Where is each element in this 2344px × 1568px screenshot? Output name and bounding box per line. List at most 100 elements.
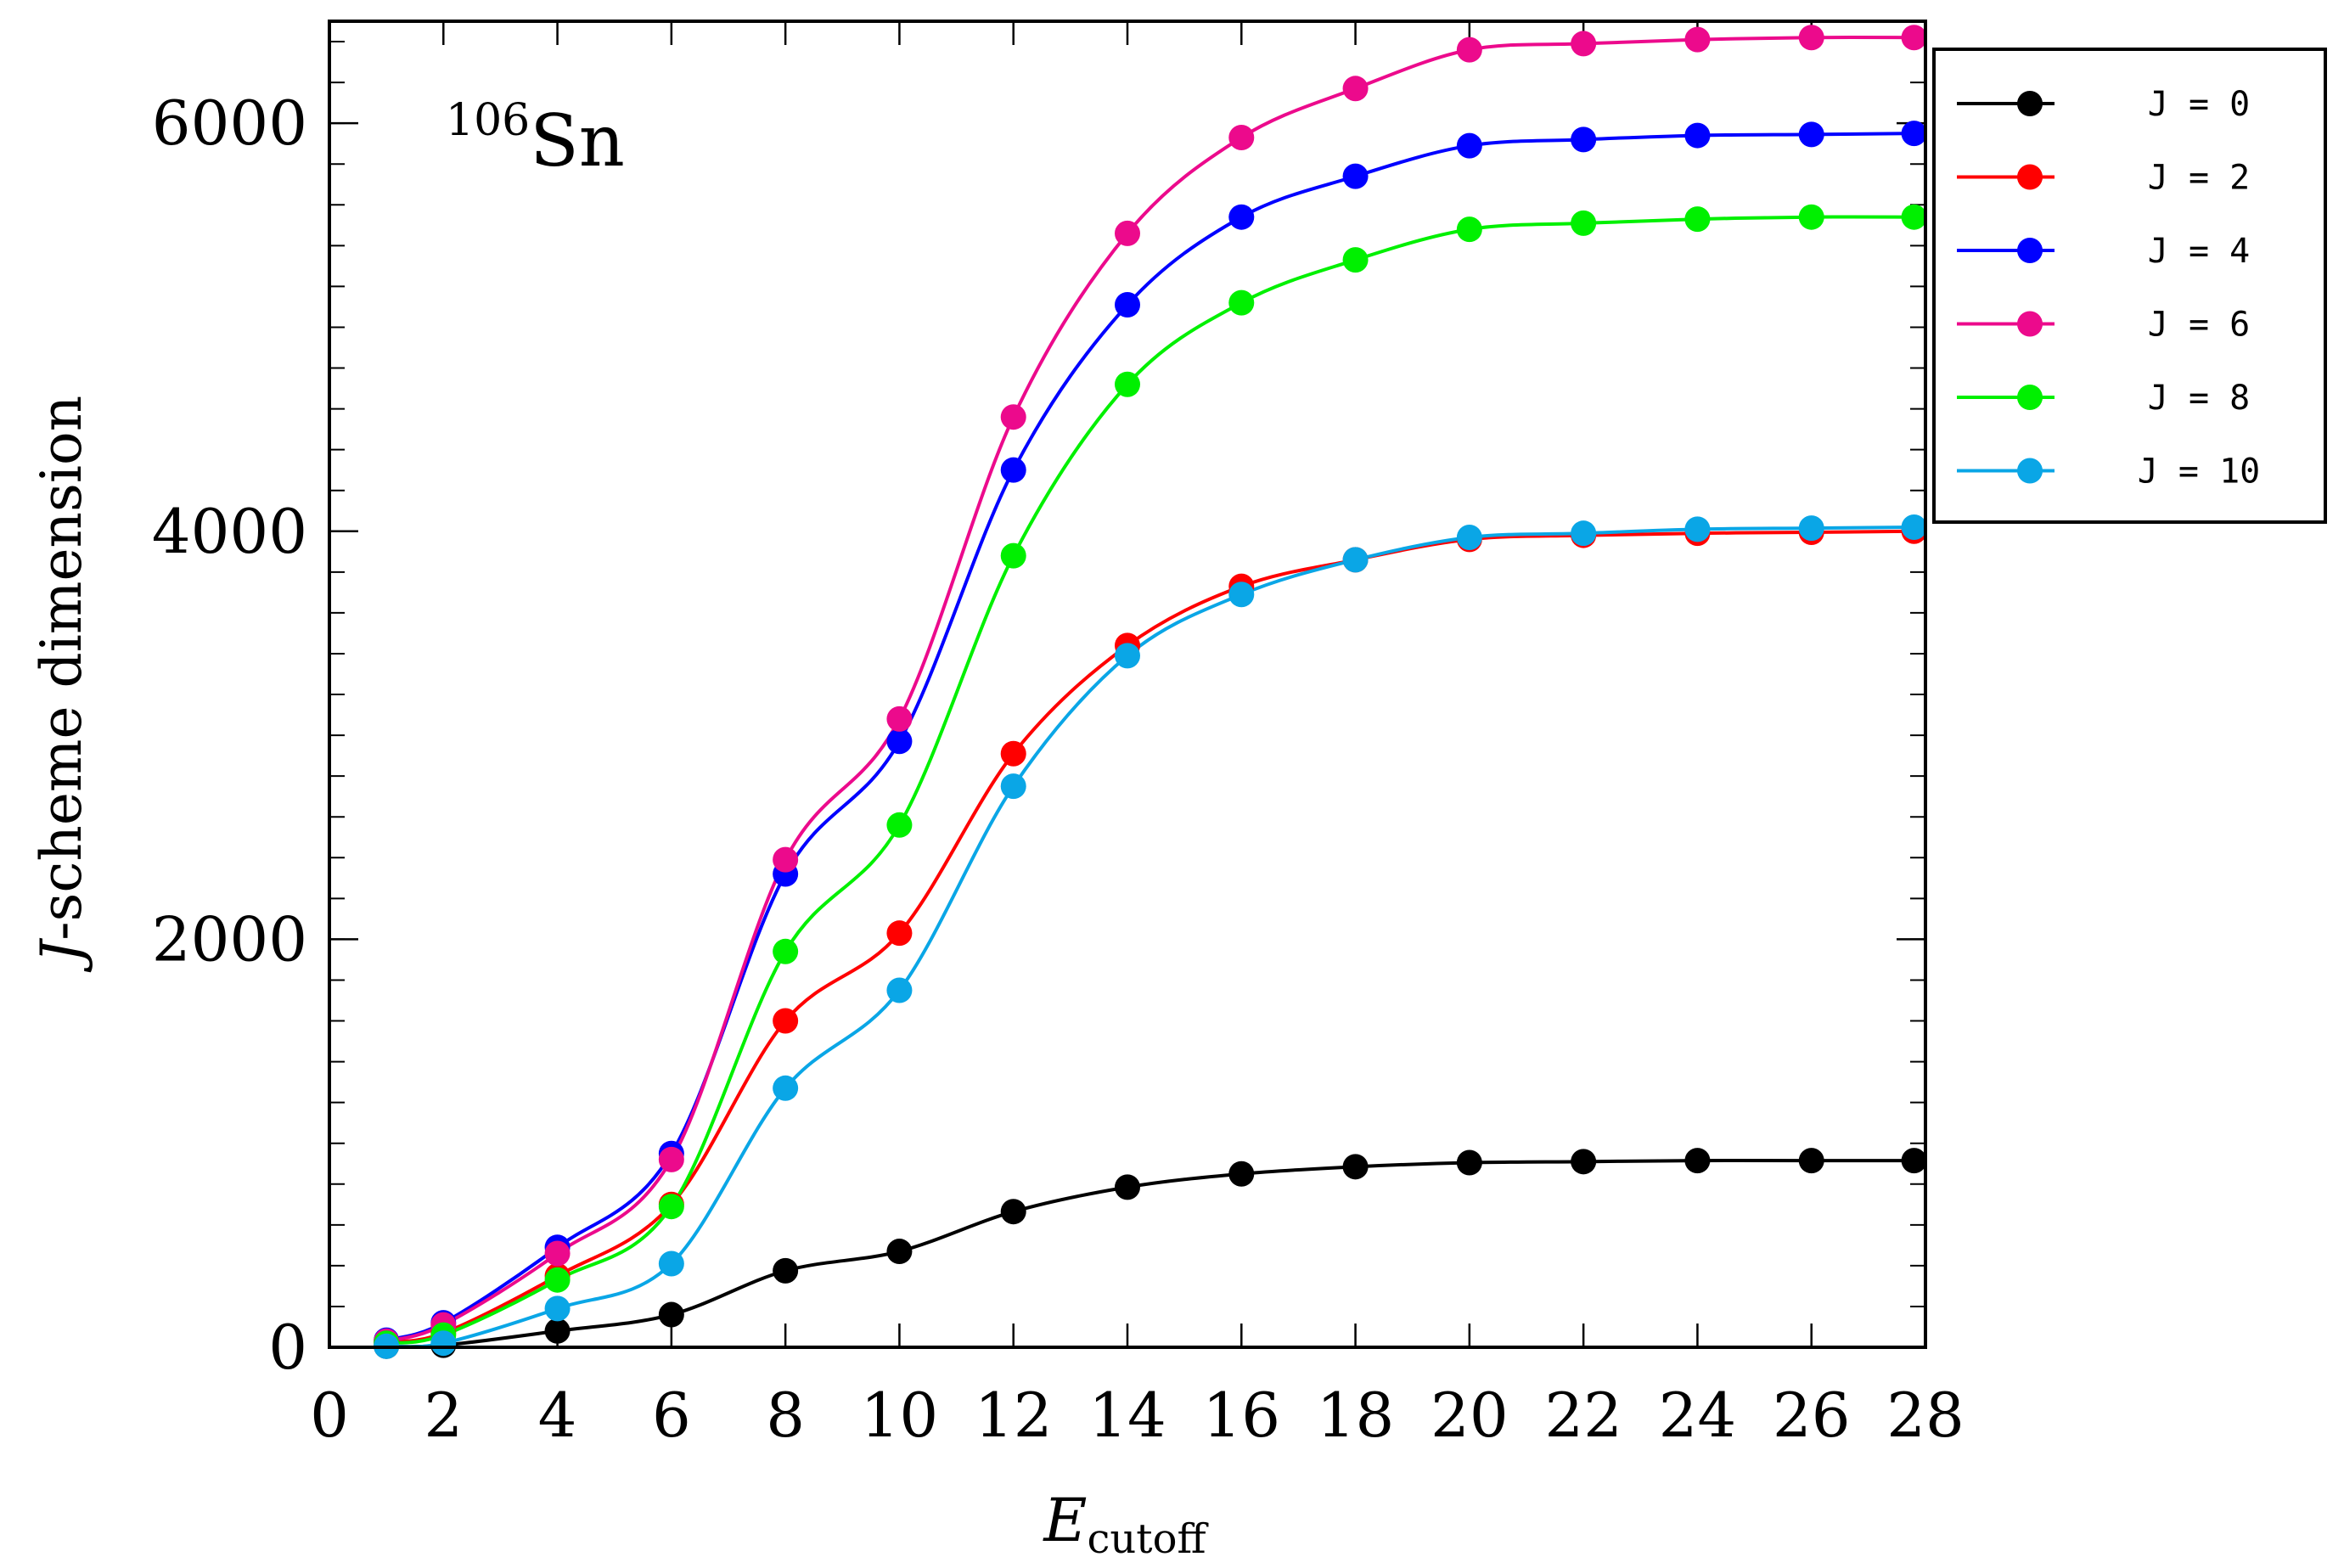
data-point: [1000, 404, 1026, 430]
data-point: [1228, 204, 1255, 230]
x-tick-label: 16: [1202, 1380, 1280, 1451]
data-point: [1798, 1148, 1824, 1174]
x-tick-label: 22: [1544, 1380, 1622, 1451]
legend: J = 0 J = 2 J = 4 J = 6 J = 8 J = 10: [1932, 48, 2327, 524]
data-point: [1901, 514, 1927, 540]
series-points: [374, 25, 1927, 1359]
series-line-4: [385, 215, 1914, 1346]
y-axis-title-rest: -scheme dimension: [29, 396, 94, 941]
data-point: [1115, 220, 1140, 246]
x-tick-label: 0: [310, 1380, 349, 1451]
data-point: [1684, 122, 1711, 149]
plot-frame: [328, 20, 1927, 1349]
element-symbol: Sn: [530, 99, 625, 183]
x-tick-label: 28: [1886, 1380, 1965, 1451]
x-tick-label: 20: [1431, 1380, 1509, 1451]
data-point: [773, 846, 799, 873]
data-point: [544, 1267, 571, 1293]
data-point: [1000, 457, 1026, 483]
data-point: [1342, 76, 1369, 102]
x-tick-label: 26: [1773, 1380, 1851, 1451]
legend-marker: [2017, 238, 2043, 263]
data-point: [1456, 216, 1482, 243]
data-point: [1684, 26, 1711, 53]
series-points-0: [374, 1148, 1927, 1359]
nucleus-annotation: 106Sn: [446, 95, 625, 183]
data-point: [1901, 121, 1927, 147]
mass-number: 106: [446, 95, 530, 146]
data-point: [1456, 1149, 1482, 1176]
data-point: [886, 812, 913, 838]
series-line-1: [385, 529, 1914, 1344]
data-point: [1798, 515, 1824, 542]
data-point: [1684, 1148, 1711, 1174]
legend-marker: [2017, 458, 2043, 484]
data-point: [1000, 1199, 1026, 1225]
x-axis-title-main: E: [1042, 1486, 1087, 1555]
data-point: [1798, 204, 1824, 230]
x-tick-label: 12: [975, 1380, 1053, 1451]
data-point: [658, 1194, 684, 1220]
legend-marker: [2017, 164, 2043, 190]
y-tick-labels: 0 2000 4000 6000: [152, 87, 307, 1383]
series-line-5: [386, 525, 1914, 1349]
data-point: [1684, 516, 1711, 542]
data-point: [1000, 542, 1026, 569]
legend-label: J = 6: [2148, 306, 2250, 345]
data-point: [1684, 206, 1711, 233]
y-axis-title: J-scheme dimension: [29, 396, 94, 974]
data-point: [1228, 1161, 1255, 1187]
data-point: [773, 1257, 799, 1284]
series-line-2: [385, 132, 1914, 1342]
data-point: [886, 705, 913, 732]
legend-marker: [2017, 91, 2043, 116]
series-line-3: [385, 36, 1914, 1343]
legend-box: [1932, 48, 2327, 524]
x-tick-label: 6: [652, 1380, 691, 1451]
x-tick-labels: 0 2 4 6 8 10 12 14 16 18 20 22 24 26 28: [310, 1380, 1965, 1451]
data-point: [773, 1075, 799, 1101]
data-point: [1901, 1148, 1927, 1174]
data-point: [886, 977, 913, 1003]
x-tick-label: 10: [861, 1380, 939, 1451]
data-point: [544, 1295, 571, 1322]
legend-marker: [2017, 311, 2043, 337]
data-point: [1798, 121, 1824, 148]
series-lines: [385, 36, 1914, 1349]
series-points-5: [374, 514, 1927, 1359]
data-point: [773, 1008, 799, 1034]
x-tick-label: 24: [1659, 1380, 1737, 1451]
y-tick-label: 2000: [152, 903, 307, 975]
data-point: [1456, 132, 1482, 159]
data-point: [544, 1240, 571, 1267]
data-point: [1456, 37, 1482, 63]
legend-label: J = 10: [2138, 452, 2261, 492]
data-point: [1000, 740, 1026, 767]
data-point: [1901, 204, 1927, 230]
x-axis-title-sub: cutoff: [1088, 1515, 1209, 1563]
data-point: [1342, 547, 1369, 573]
legend-label: J = 0: [2148, 85, 2250, 124]
data-point: [1901, 25, 1927, 51]
data-point: [1571, 520, 1597, 547]
y-tick-label: 0: [268, 1312, 307, 1383]
data-point: [1342, 247, 1369, 273]
data-point: [1571, 31, 1597, 57]
data-point: [1115, 643, 1140, 669]
data-point: [1115, 371, 1140, 397]
data-point: [1571, 1149, 1597, 1175]
x-tick-label: 14: [1088, 1380, 1166, 1451]
data-point: [886, 728, 913, 755]
y-tick-label: 6000: [152, 87, 307, 159]
data-point: [886, 1239, 913, 1265]
data-point: [1115, 292, 1140, 318]
data-point: [886, 920, 913, 947]
data-point: [658, 1250, 684, 1277]
data-point: [430, 1330, 457, 1357]
legend-label: J = 2: [2148, 159, 2250, 198]
data-point: [1571, 210, 1597, 236]
data-point: [1342, 1154, 1369, 1180]
data-point: [1228, 124, 1255, 150]
data-point: [1228, 582, 1255, 608]
